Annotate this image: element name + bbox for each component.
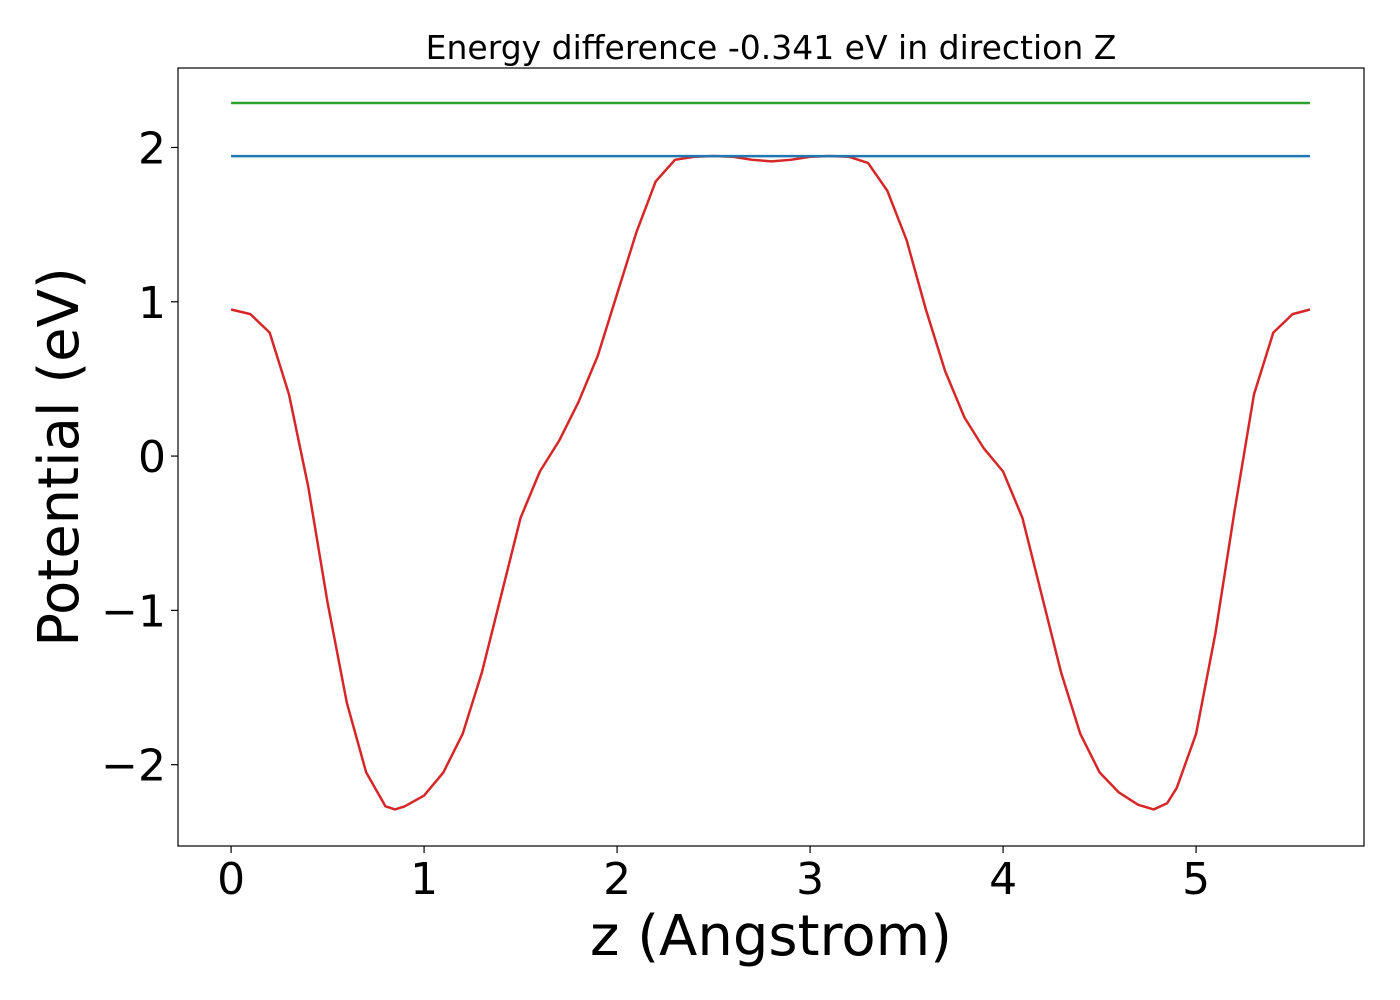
x-tick-label: 3 [796, 854, 824, 905]
x-tick-label: 4 [989, 854, 1017, 905]
x-tick-label: 2 [603, 854, 631, 905]
y-tick-label: 1 [138, 278, 166, 329]
y-tick-label: −1 [101, 586, 166, 637]
y-tick-label: 0 [138, 432, 166, 483]
chart-title: Energy difference -0.341 eV in direction… [426, 28, 1117, 67]
x-tick-label: 5 [1182, 854, 1210, 905]
y-axis-label: Potential (eV) [27, 267, 92, 647]
y-tick-label: −2 [101, 741, 166, 792]
y-tick-label: 2 [138, 123, 166, 174]
x-tick-label: 1 [410, 854, 438, 905]
line-series [230, 154, 1311, 811]
x-axis-label: z (Angstrom) [590, 904, 952, 969]
plot-frame [177, 67, 1365, 847]
x-tick-label: 0 [217, 854, 245, 905]
